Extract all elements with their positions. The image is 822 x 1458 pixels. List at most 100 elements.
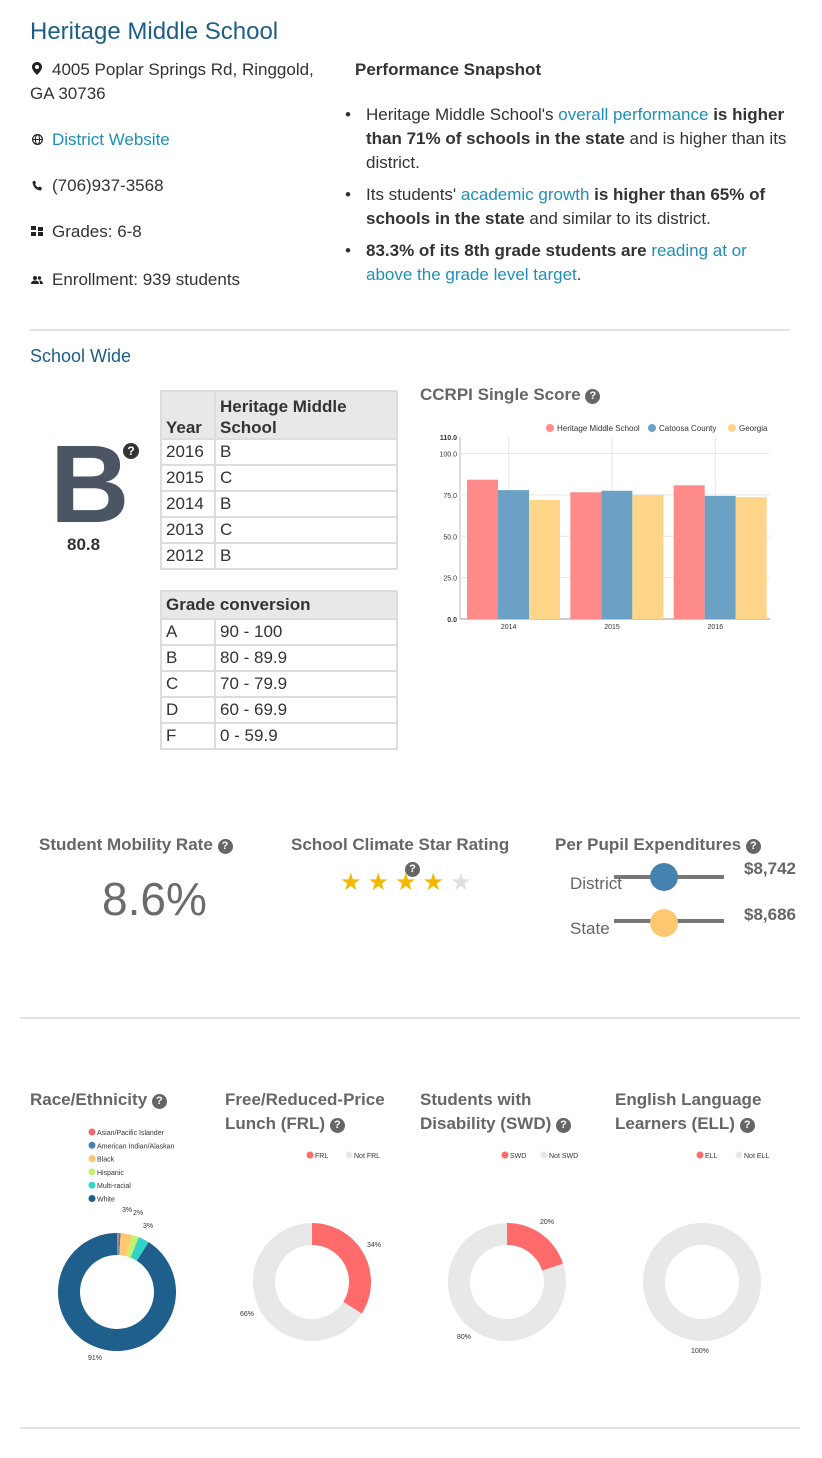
swd-title-line1: Students with: [420, 1090, 532, 1109]
help-icon[interactable]: ?: [745, 839, 761, 854]
climate-title: School Climate Star Rating: [291, 835, 510, 854]
swd-title: Students with Disability (SWD) ?: [420, 1088, 572, 1136]
donut-slice[interactable]: [448, 1223, 566, 1341]
reading-target-link[interactable]: reading at or above the grade level targ…: [366, 241, 747, 284]
bar[interactable]: [498, 490, 529, 619]
legend-swatch: [540, 1151, 548, 1159]
bar[interactable]: [467, 479, 498, 619]
ppe-title: Per Pupil Expenditures: [555, 835, 742, 854]
donut-slice[interactable]: [507, 1223, 564, 1271]
snapshot-text: Its students': [366, 185, 461, 204]
race-title: Race/Ethnicity: [30, 1090, 148, 1109]
legend-label: Asian/Pacific Islander: [97, 1130, 165, 1137]
ppe-district-value: $8,742: [744, 859, 796, 878]
address: 4005 Poplar Springs Rd, Ringgold,: [30, 60, 314, 80]
bar[interactable]: [529, 499, 560, 619]
divider: [20, 1427, 800, 1429]
help-icon[interactable]: ?: [739, 1118, 755, 1133]
legend-swatch: [88, 1181, 96, 1189]
help-icon[interactable]: ?: [151, 1094, 167, 1109]
swd-donut-chart: SWD Not SWD 20% 80%: [448, 1151, 578, 1341]
donut-slice[interactable]: [312, 1223, 371, 1314]
legend-label: Not ELL: [744, 1153, 769, 1160]
y-tick-label: 0.0: [447, 617, 457, 624]
ccrpi-bar-chart: Heritage Middle School Catoosa County Geor…: [439, 424, 770, 631]
bar[interactable]: [570, 492, 602, 619]
table-header-grade-conversion: Grade conversion: [160, 590, 398, 620]
help-icon[interactable]: ?: [217, 839, 233, 854]
overall-performance-link[interactable]: overall performance: [558, 105, 709, 124]
table-cell: B: [214, 438, 398, 466]
ppe-district-label: District: [570, 874, 622, 893]
address-line1: 4005 Poplar Springs Rd, Ringgold,: [52, 60, 314, 79]
legend-swatch: [546, 424, 554, 432]
donut-slice[interactable]: [117, 1233, 119, 1256]
academic-growth-link[interactable]: academic growth: [460, 185, 590, 204]
globe-icon: [30, 134, 44, 148]
bar[interactable]: [735, 497, 767, 619]
ppe-state-label: State: [570, 919, 610, 938]
donut-slice[interactable]: [130, 1237, 149, 1261]
y-tick-label: 75.0: [443, 493, 457, 500]
phone-number: (706)937-3568: [52, 176, 164, 195]
star-icon: ★: [450, 869, 478, 896]
grade-history-table: Year Heritage Middle School 2016 B 2015 C 20…: [160, 390, 398, 570]
donut-slice[interactable]: [126, 1234, 139, 1258]
donut-slice[interactable]: [643, 1223, 761, 1341]
bar[interactable]: [673, 485, 705, 619]
ppe-state-value: $8,686: [744, 905, 796, 924]
legend-label: FRL: [315, 1153, 328, 1160]
ccrpi-title-text: CCRPI Single Score: [420, 385, 581, 404]
legend-swatch: [735, 1151, 743, 1159]
district-website-link[interactable]: District Website: [52, 130, 170, 149]
bar[interactable]: [632, 494, 664, 619]
table-cell: C: [160, 670, 216, 698]
snapshot-bold: is higher than 65% of schools in the sta…: [366, 185, 766, 228]
snapshot-bold: 83.3% of its 8th grade students are: [366, 241, 647, 260]
mobility-title-row: Student Mobility Rate ?: [39, 835, 233, 855]
donut-slice[interactable]: [119, 1233, 132, 1257]
history-row: 2015 C: [160, 464, 398, 492]
donut-slice[interactable]: [57, 1233, 176, 1351]
ppe-district-knob: [649, 863, 678, 891]
help-icon[interactable]: ?: [405, 862, 420, 877]
table-cell: B: [214, 542, 398, 570]
star-icon: ★: [367, 869, 396, 896]
legend-swatch: [501, 1151, 509, 1159]
donut-slice[interactable]: [118, 1233, 121, 1256]
x-tick-label: 2016: [708, 624, 724, 631]
legend-label: American Indian/Alaskan: [97, 1143, 175, 1150]
star-icon: ★: [422, 869, 451, 896]
x-tick-label: 2015: [604, 624, 620, 631]
legend-label: ELL: [705, 1153, 718, 1160]
mobility-value: 8.6%: [102, 873, 207, 925]
section-title-school-wide: School Wide: [30, 346, 132, 366]
grades-row: Grades: 6-8: [30, 222, 142, 242]
help-icon[interactable]: ?: [585, 389, 601, 404]
table-cell: F: [160, 722, 216, 750]
bar[interactable]: [704, 495, 736, 619]
legend-label: Not SWD: [549, 1153, 578, 1160]
ell-title-line2-row: Learners (ELL) ?: [615, 1112, 761, 1136]
school-grade-letter: B: [50, 423, 130, 546]
help-icon[interactable]: ?: [329, 1118, 345, 1133]
slice-label: 2%: [133, 1210, 143, 1217]
legend-swatch: [648, 424, 656, 432]
bar[interactable]: [601, 490, 633, 619]
table-cell: C: [214, 516, 398, 544]
snapshot-text: .: [576, 265, 582, 284]
table-header-year: Year: [160, 390, 216, 440]
frl-title-line2: Lunch (FRL): [225, 1114, 326, 1133]
slice-label: 80%: [457, 1334, 471, 1341]
y-tick-label: 25.0: [443, 576, 457, 583]
legend-swatch: [88, 1195, 96, 1202]
legend-swatch: [88, 1168, 96, 1176]
table-cell: C: [214, 464, 398, 492]
legend-label: White: [97, 1197, 115, 1204]
help-icon[interactable]: ?: [556, 1118, 572, 1133]
snapshot-title: Performance Snapshot: [355, 60, 542, 79]
help-icon[interactable]: ?: [123, 443, 139, 459]
donut-slice[interactable]: [253, 1223, 362, 1341]
grade-conversion-table: Grade conversion A 90 - 100 B 80 - 89.9 C 70 …: [160, 590, 398, 750]
map-pin-icon: [30, 62, 44, 78]
